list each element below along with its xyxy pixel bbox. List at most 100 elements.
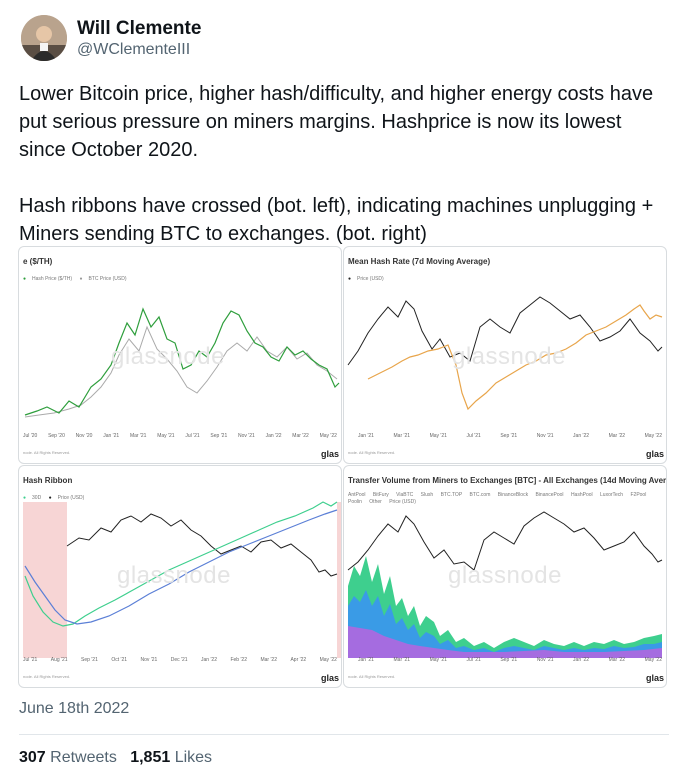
x-tick: Sep '21 xyxy=(210,433,228,439)
legend-item: Other xyxy=(369,499,382,505)
watermark: glassnode xyxy=(111,343,225,370)
x-tick: May '22 xyxy=(319,657,337,663)
legend-item: BinanceBlock xyxy=(497,492,529,498)
author-name[interactable]: Will Clemente xyxy=(77,18,202,39)
x-tick: Nov '21 xyxy=(238,433,255,439)
btc-price-line xyxy=(24,325,338,418)
x-tick: Jul '21 xyxy=(185,433,200,439)
chart-title: Hash Ribbon xyxy=(23,476,73,485)
x-tick: May '22 xyxy=(319,433,337,439)
tweet-media[interactable]: e ($/TH) ● Hash Price ($/TH) ● BTC Price (… xyxy=(18,246,667,688)
retweet-label[interactable]: Retweets xyxy=(50,749,117,766)
chart-footer: node. All Rights Reserved. xyxy=(23,674,71,679)
x-tick: May '21 xyxy=(429,657,447,663)
chart-legend: AntPool BitFury ViaBTC Slush BTC.TOP BTC… xyxy=(348,492,658,506)
x-tick: Dec '21 xyxy=(170,657,188,663)
retweet-count[interactable]: 307 xyxy=(19,749,46,766)
chart-title: Mean Hash Rate (7d Moving Average) xyxy=(348,257,491,266)
btc-price-line xyxy=(347,296,663,366)
x-tick: Nov '20 xyxy=(75,433,93,439)
author-handle[interactable]: @WClementeIII xyxy=(77,41,191,58)
legend-item: Slush xyxy=(420,492,434,498)
x-tick: Mar '22 xyxy=(292,433,309,439)
x-tick: Jan '22 xyxy=(201,657,217,663)
x-tick: May '21 xyxy=(157,433,175,439)
x-tick: Jan '21 xyxy=(358,657,374,663)
tweet-paragraph-1: Lower Bitcoin price, higher hash/difficu… xyxy=(19,83,654,161)
x-tick: Apr '22 xyxy=(290,657,307,663)
x-tick: Feb '22 xyxy=(230,657,247,663)
ribbon-60d-line xyxy=(24,509,338,625)
chart-plot xyxy=(24,307,340,418)
ribbon-30d-line xyxy=(24,501,338,627)
x-tick: Jan '22 xyxy=(573,657,590,663)
like-label[interactable]: Likes xyxy=(174,749,213,766)
legend-item: Hash Price ($/TH) xyxy=(32,276,73,282)
x-tick: Jul '21 xyxy=(466,657,481,663)
x-tick: Mar '22 xyxy=(608,433,626,439)
watermark: glassnode xyxy=(448,562,562,589)
glassnode-logo: glas xyxy=(645,673,664,683)
legend-item: BTC Price (USD) xyxy=(88,276,127,282)
watermark: glassnode xyxy=(117,562,231,589)
legend-item: BTC.com xyxy=(469,492,491,498)
x-tick: Sep '21 xyxy=(81,657,98,663)
x-tick: Jul '20 xyxy=(23,433,38,439)
chart-legend: ● Price (USD) xyxy=(348,276,384,282)
legend-item: BitFury xyxy=(372,492,389,498)
btc-price-line xyxy=(347,511,663,571)
x-tick: Mar '21 xyxy=(393,433,411,439)
x-tick: Mar '21 xyxy=(393,657,411,663)
x-axis: Jul '20 Sep '20 Nov '20 Jan '21 Mar '21 … xyxy=(23,433,337,439)
hash-rate-chart[interactable]: Mean Hash Rate (7d Moving Average) ● Pric… xyxy=(343,246,667,464)
tweet-stats: 307 Retweets 1,851 Likes xyxy=(19,749,212,767)
hash-rate-line xyxy=(367,304,663,411)
x-axis: Jan '21 Mar '21 May '21 Jul '21 Sep '21 … xyxy=(358,657,662,663)
chart-plot xyxy=(347,296,663,411)
like-count[interactable]: 1,851 xyxy=(130,749,171,766)
x-tick: Sep '20 xyxy=(48,433,65,439)
x-tick: Mar '21 xyxy=(129,433,147,439)
legend-item: LuxorTech xyxy=(600,492,624,498)
legend-item: Poolin xyxy=(348,499,362,505)
capitulation-band-left xyxy=(23,502,67,658)
capitulation-band-right xyxy=(337,502,341,658)
hash-price-line xyxy=(24,307,340,416)
glassnode-logo: glas xyxy=(320,673,339,683)
legend-item: F2Pool xyxy=(630,492,647,498)
chart-title: e ($/TH) xyxy=(23,257,53,266)
divider xyxy=(19,734,669,735)
x-tick: Jul '21 xyxy=(466,433,481,439)
x-tick: May '21 xyxy=(429,433,447,439)
hash-ribbon-chart[interactable]: Hash Ribbon ● 30D ● Price (USD) glassnode … xyxy=(18,465,342,688)
avatar[interactable] xyxy=(21,15,67,61)
chart-legend: ● Hash Price ($/TH) ● BTC Price (USD) xyxy=(23,276,127,282)
legend-item: HashPool xyxy=(570,492,593,498)
legend-item: AntPool xyxy=(348,492,366,498)
x-tick: Aug '21 xyxy=(50,657,68,663)
x-tick: Jul '21 xyxy=(23,657,38,663)
miner-transfer-chart[interactable]: Transfer Volume from Miners to Exchanges… xyxy=(343,465,667,688)
legend-item: Price (USD) xyxy=(357,276,384,282)
legend-item: BinancePool xyxy=(535,492,564,498)
x-tick: Nov '21 xyxy=(140,657,158,663)
hash-price-chart[interactable]: e ($/TH) ● Hash Price ($/TH) ● BTC Price (… xyxy=(18,246,342,464)
x-tick: Sep '21 xyxy=(500,433,518,439)
x-tick: Jan '22 xyxy=(265,433,282,439)
watermark: glassnode xyxy=(452,343,566,370)
glassnode-logo: glas xyxy=(645,449,664,459)
chart-footer: node. All Rights Reserved. xyxy=(348,450,396,455)
chart-plot xyxy=(23,501,341,658)
legend-item: ViaBTC xyxy=(396,492,414,498)
x-tick: May '22 xyxy=(644,433,662,439)
tweet-date[interactable]: June 18th 2022 xyxy=(19,700,130,717)
chart-footer: node. All Rights Reserved. xyxy=(348,674,396,679)
chart-footer: node. All Rights Reserved. xyxy=(23,450,71,455)
x-tick: Oct '21 xyxy=(111,657,128,663)
x-tick: Jan '22 xyxy=(573,433,590,439)
legend-item: 30D xyxy=(32,495,42,501)
x-tick: Jan '21 xyxy=(358,433,374,439)
legend-item: Price (USD) xyxy=(389,499,416,505)
x-axis: Jan '21 Mar '21 May '21 Jul '21 Sep '21 … xyxy=(358,433,662,439)
legend-item: Price (USD) xyxy=(57,495,85,501)
